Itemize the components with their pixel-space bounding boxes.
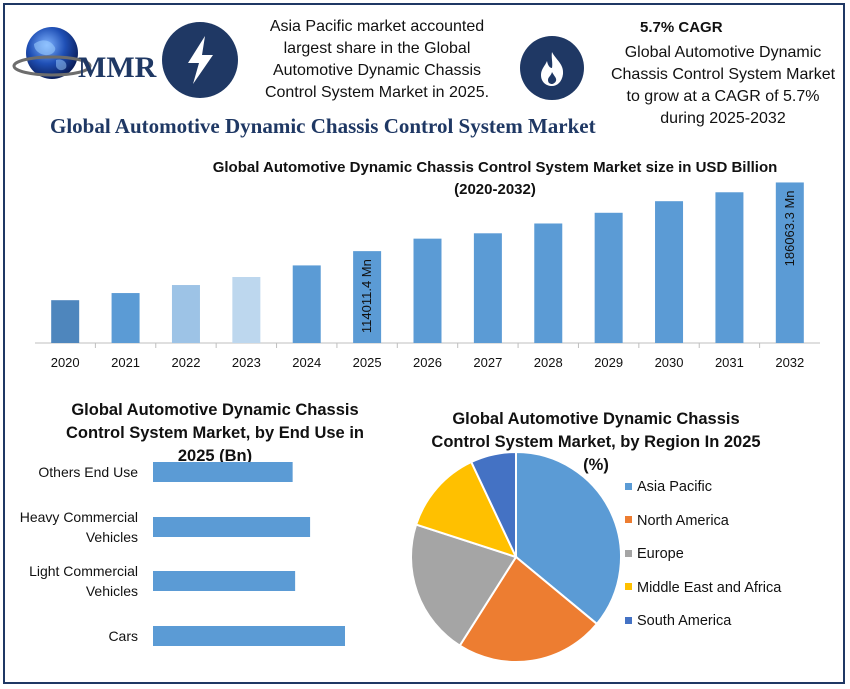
bar-2028 (534, 223, 563, 343)
legend-swatch (625, 616, 632, 624)
x-tick-2028: 2028 (534, 355, 563, 370)
hbar-category-label: Others End Use (38, 464, 138, 480)
cagr-blurb: Global Automotive Dynamic Chassis Contro… (610, 44, 836, 127)
x-tick-2025: 2025 (353, 355, 382, 370)
flame-badge (520, 36, 584, 100)
hbar-3 (153, 626, 345, 646)
bar-2031 (715, 192, 744, 343)
legend-item: Europe (625, 546, 684, 562)
infographic-frame (3, 3, 845, 684)
region-pie-chart (410, 450, 622, 663)
hbar-1 (153, 517, 311, 537)
legend-item: Middle East and Africa (625, 580, 781, 596)
hbar-category-label: Heavy Commercial Vehicles (19, 509, 138, 545)
x-tick-2026: 2026 (413, 355, 442, 370)
x-tick-2027: 2027 (473, 355, 502, 370)
hbar-category-label: Light Commercial Vehicles (29, 563, 138, 599)
hbar-0 (153, 462, 293, 482)
bar-2026 (413, 238, 442, 343)
x-tick-2023: 2023 (232, 355, 261, 370)
legend-swatch (625, 549, 632, 557)
hbar-2 (153, 571, 296, 591)
hbar-category-label: Cars (108, 628, 138, 644)
main-title: Global Automotive Dynamic Chassis Contro… (50, 114, 596, 138)
market-size-bar-chart: 2020 2021 2022 2023 2024 2025 114011.4 Mn 2026 2… (35, 182, 820, 370)
pie-slice-2 (410, 523, 518, 648)
asia-pacific-blurb: Asia Pacific market accounted largest sh… (264, 18, 490, 101)
legend-label: Middle East and Africa (637, 579, 782, 596)
x-tick-2024: 2024 (292, 355, 321, 370)
legend-swatch (625, 583, 632, 591)
bar-2020 (51, 300, 80, 343)
data-label-2025: 114011.4 Mn (359, 259, 374, 333)
bar-2025 (353, 251, 382, 343)
legend-label: Asia Pacific (637, 479, 712, 495)
x-tick-2032: 2032 (775, 355, 804, 370)
region-chart-title: Global Automotive Dynamic Chassis Contro… (431, 410, 761, 474)
legend-label: South America (637, 613, 732, 629)
bar-2024 (292, 265, 321, 343)
pie-slice-4 (469, 450, 517, 558)
bar-2021 (111, 293, 140, 343)
x-tick-2029: 2029 (594, 355, 623, 370)
bar-2032 (775, 182, 804, 343)
globe-logo-icon (12, 27, 92, 79)
flame-icon (541, 52, 564, 86)
legend-item: North America (625, 513, 729, 529)
x-tick-2020: 2020 (51, 355, 80, 370)
pie-slice-3 (414, 460, 518, 559)
x-tick-2021: 2021 (111, 355, 140, 370)
end-use-bar-chart (153, 462, 345, 646)
x-tick-2030: 2030 (655, 355, 684, 370)
lightning-icon (188, 36, 213, 84)
legend-label: North America (637, 512, 729, 529)
legend-label: Europe (637, 546, 684, 562)
x-tick-2022: 2022 (172, 355, 201, 370)
bar-2023 (232, 277, 261, 343)
bar-2029 (594, 212, 623, 343)
legend-swatch (625, 482, 632, 490)
bar-2030 (655, 201, 684, 343)
legend-item: Asia Pacific (625, 479, 712, 495)
logo-text: MMR (78, 51, 157, 84)
pie-slice-1 (458, 555, 599, 663)
legend-item: South America (625, 613, 731, 629)
market-size-chart-title: Global Automotive Dynamic Chassis Contro… (212, 159, 778, 198)
pie-slice-0 (515, 450, 622, 626)
data-label-2032: 186063.3 Mn (782, 190, 797, 266)
bar-2027 (473, 233, 502, 343)
legend-swatch (625, 516, 632, 524)
lightning-badge (162, 22, 238, 98)
end-use-chart-title: Global Automotive Dynamic Chassis Contro… (66, 401, 364, 465)
cagr-heading: 5.7% CAGR (640, 19, 723, 36)
x-tick-2031: 2031 (715, 355, 744, 370)
bar-2022 (171, 285, 200, 343)
